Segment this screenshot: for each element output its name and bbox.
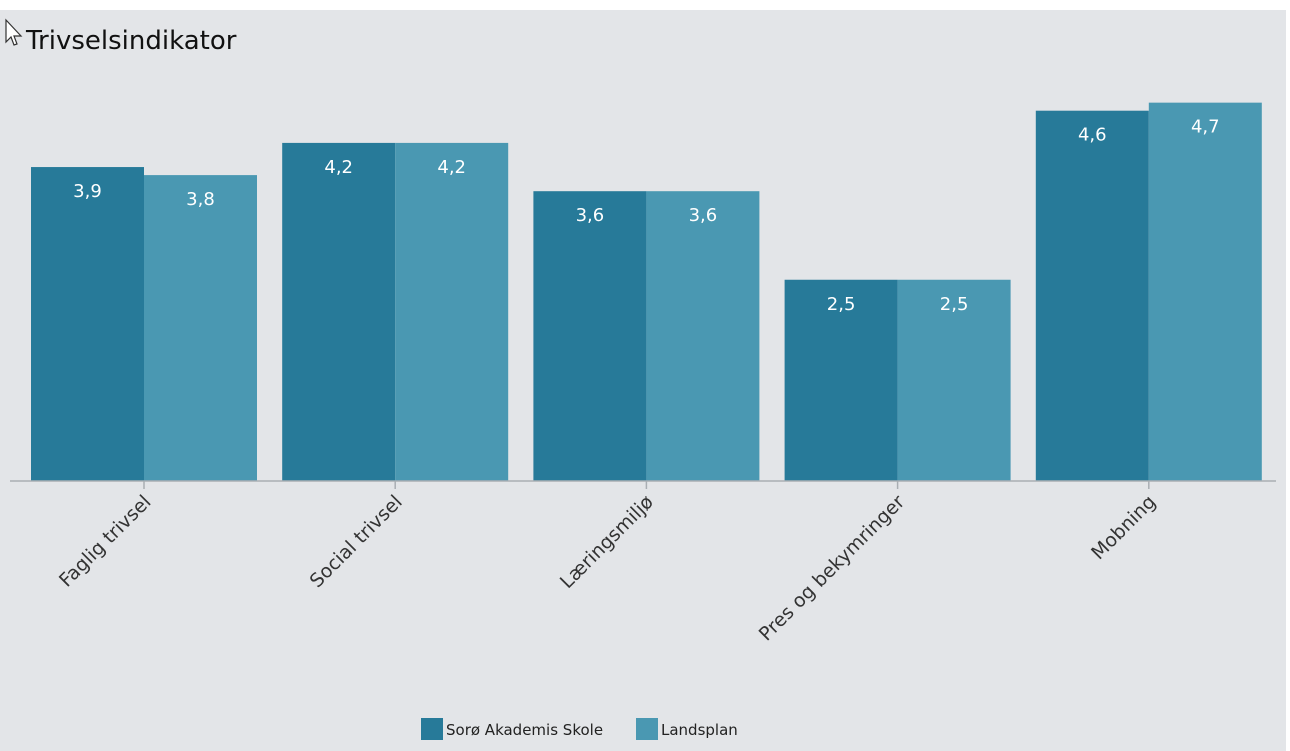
bar-l-ringsmilj-series-2 xyxy=(646,191,760,481)
legend-swatch-series-1 xyxy=(421,718,443,740)
bar-mobning-series-2 xyxy=(1148,102,1262,482)
bar-social-trivsel-series-2 xyxy=(395,142,509,481)
x-tick-label-l-ringsmilj: Læringsmiljø xyxy=(556,491,658,593)
bar-l-ringsmilj-series-1 xyxy=(533,191,647,481)
data-label-l-ringsmilj-series-2: 3,6 xyxy=(689,205,718,226)
data-label-mobning-series-2: 4,7 xyxy=(1191,117,1220,138)
x-tick-label-pres-og-bekymringer: Pres og bekymringer xyxy=(755,491,910,646)
bars-layer xyxy=(31,102,1262,482)
data-label-faglig-trivsel-series-1: 3,9 xyxy=(73,181,102,202)
chart-title: Trivselsindikator xyxy=(25,26,237,56)
bar-chart: Trivselsindikator 3,9 3,8 4,2 4,2 3,6 3,6 2,5 2… xyxy=(5,18,1276,740)
legend: Sorø Akademis Skole Landsplan xyxy=(421,718,738,740)
legend-label-series-2: Landsplan xyxy=(661,721,738,739)
legend-label-series-1: Sorø Akademis Skole xyxy=(446,721,603,739)
bar-pres-og-bekymringer-series-2 xyxy=(897,279,1011,481)
data-label-l-ringsmilj-series-1: 3,6 xyxy=(576,205,605,226)
chart-panel: Trivselsindikator 3,9 3,8 4,2 4,2 3,6 3,6 2,5 2… xyxy=(0,10,1286,751)
x-tick-label-faglig-trivsel: Faglig trivsel xyxy=(55,491,156,592)
bar-pres-og-bekymringer-series-1 xyxy=(784,279,898,481)
data-label-faglig-trivsel-series-2: 3,8 xyxy=(186,189,215,210)
data-label-pres-og-bekymringer-series-2: 2,5 xyxy=(940,294,969,315)
bar-mobning-series-1 xyxy=(1035,110,1149,481)
bar-faglig-trivsel-series-1 xyxy=(31,167,144,482)
x-tick-label-social-trivsel: Social trivsel xyxy=(306,491,407,592)
data-label-pres-og-bekymringer-series-1: 2,5 xyxy=(827,294,856,315)
pointer-arrow-icon xyxy=(5,18,23,46)
x-tick-labels-layer: Faglig trivsel Social trivsel Læringsmiljø… xyxy=(55,491,1160,646)
data-labels-layer: 3,9 3,8 4,2 4,2 3,6 3,6 2,5 2,5 4,6 4,7 xyxy=(73,117,1219,315)
x-ticks-layer xyxy=(143,481,1150,489)
legend-swatch-series-2 xyxy=(636,718,658,740)
data-label-mobning-series-1: 4,6 xyxy=(1078,125,1107,146)
bar-faglig-trivsel-series-2 xyxy=(144,175,257,481)
bar-social-trivsel-series-1 xyxy=(282,142,396,481)
x-tick-label-mobning: Mobning xyxy=(1087,491,1160,564)
data-label-social-trivsel-series-1: 4,2 xyxy=(324,157,353,178)
data-label-social-trivsel-series-2: 4,2 xyxy=(437,157,466,178)
